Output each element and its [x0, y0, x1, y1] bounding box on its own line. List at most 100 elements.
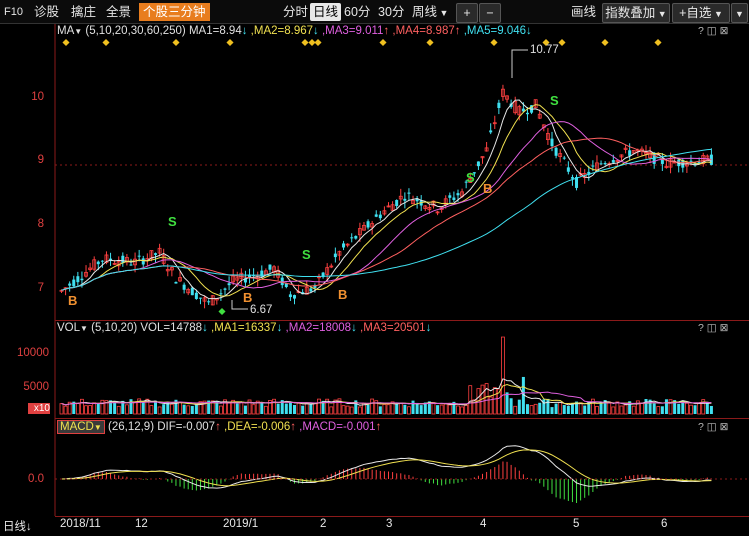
volume-bar [247, 399, 252, 415]
volume-bar [202, 400, 207, 415]
candle-body [431, 200, 436, 207]
volume-bar [104, 400, 109, 415]
volume-bar [354, 400, 358, 414]
candle-body [121, 255, 125, 264]
zoom-out-button[interactable]: − [479, 3, 501, 23]
date-label: 3 [386, 518, 393, 530]
maximize-icon[interactable]: ◫ [706, 322, 717, 334]
candle-body [701, 155, 706, 165]
capture-dealer-button[interactable]: 擒庄 [71, 5, 97, 19]
candle-body [448, 195, 452, 198]
volume-bar [321, 400, 325, 414]
volume-bar [63, 405, 68, 415]
candle-body [677, 159, 681, 167]
volume-bar [407, 406, 411, 415]
volume-bar [496, 388, 501, 415]
candle-body [628, 150, 632, 156]
volume-bar [615, 401, 620, 415]
thirty-min-tab[interactable]: 30分 [378, 5, 405, 19]
event-diamond [490, 38, 498, 47]
arrow-up-icon: ↑ [375, 421, 382, 433]
divider [55, 320, 749, 321]
close-icon[interactable]: ⊠ [719, 25, 729, 37]
volume-bar [656, 406, 661, 415]
candle-body [395, 200, 399, 207]
candle-body [80, 278, 84, 281]
candle-body [374, 214, 378, 217]
candle-body [292, 295, 296, 299]
close-icon[interactable]: ⊠ [719, 421, 729, 433]
candle-body [104, 254, 109, 263]
volume-bar [239, 401, 244, 415]
volume-bar [542, 399, 546, 414]
candle-body [468, 178, 473, 183]
candle-body [129, 264, 133, 266]
candle-body [631, 149, 636, 154]
volume-bar [75, 403, 80, 415]
buy-signal: B [68, 293, 78, 308]
f10-button[interactable]: F10 [4, 6, 23, 18]
volume-bar [447, 404, 452, 415]
index-overlay-dropdown[interactable]: 指数叠加 ▼ [602, 3, 670, 23]
volume-bar [133, 401, 137, 415]
volume-bar [484, 383, 489, 415]
macd-indicator-selector[interactable]: MACD▼ [57, 420, 105, 434]
zoom-in-button[interactable]: + [456, 3, 478, 23]
period-selector[interactable]: 日线↓ [3, 521, 32, 533]
candle-body [141, 258, 145, 265]
candle-body [345, 243, 350, 246]
three-minute-button[interactable]: 个股三分钟 [139, 3, 210, 21]
candle-body [378, 214, 382, 219]
sixty-min-tab[interactable]: 60分 [344, 5, 371, 19]
volume-bar [145, 398, 150, 415]
buy-signal: B [243, 290, 253, 305]
ma-indicator-selector[interactable]: MA▼ [57, 25, 83, 37]
date-label: 6 [661, 518, 668, 530]
help-icon[interactable]: ? [698, 421, 704, 433]
date-label: 12 [135, 518, 148, 530]
volume-bar [709, 405, 713, 414]
volume-bar [525, 404, 529, 414]
close-icon[interactable]: ⊠ [719, 322, 729, 334]
volume-bar [693, 405, 697, 414]
volume-bar [668, 399, 673, 415]
volume-bar [80, 398, 84, 415]
intraday-tab[interactable]: 分时 [283, 5, 309, 19]
volume-bar [562, 405, 566, 414]
volume-bar [403, 404, 407, 414]
help-icon[interactable]: ? [698, 25, 704, 37]
candle-body [386, 205, 391, 208]
maximize-icon[interactable]: ◫ [706, 25, 717, 37]
maximize-icon[interactable]: ◫ [706, 421, 717, 433]
candle-body [591, 165, 595, 167]
volume-bar [684, 402, 689, 415]
volume-bar [652, 403, 656, 414]
ma3-value: ,MA3=9.011 [321, 25, 384, 37]
event-diamond [426, 38, 434, 47]
help-icon[interactable]: ? [698, 322, 704, 334]
volume-bar [96, 403, 100, 414]
panorama-button[interactable]: 全景 [106, 5, 132, 19]
candle-body [435, 211, 440, 214]
diagnose-stock-button[interactable]: 诊股 [34, 5, 60, 19]
volume-ma-line [61, 391, 712, 406]
volume-bar [349, 406, 354, 415]
daily-tab[interactable]: 日线 [310, 3, 342, 21]
add-watchlist-dropdown[interactable]: +自选 ▼ [672, 3, 730, 23]
period-dropdown[interactable]: 周线 ▼ [412, 3, 448, 21]
more-dropdown[interactable]: ▼ [731, 3, 748, 23]
volume-bars [59, 336, 713, 415]
volume-bar [378, 406, 382, 414]
volume-bar [492, 387, 497, 415]
vol-indicator-selector[interactable]: VOL▼ [57, 322, 88, 334]
candle-body [533, 99, 538, 109]
volume-bar [345, 405, 350, 415]
candle-body [88, 267, 93, 270]
event-diamond [542, 38, 550, 47]
volume-bar [333, 399, 338, 415]
volume-bar [186, 405, 191, 415]
volume-bar [296, 402, 301, 415]
draw-line-button[interactable]: 画线 [571, 5, 597, 19]
volume-bar [210, 400, 215, 415]
